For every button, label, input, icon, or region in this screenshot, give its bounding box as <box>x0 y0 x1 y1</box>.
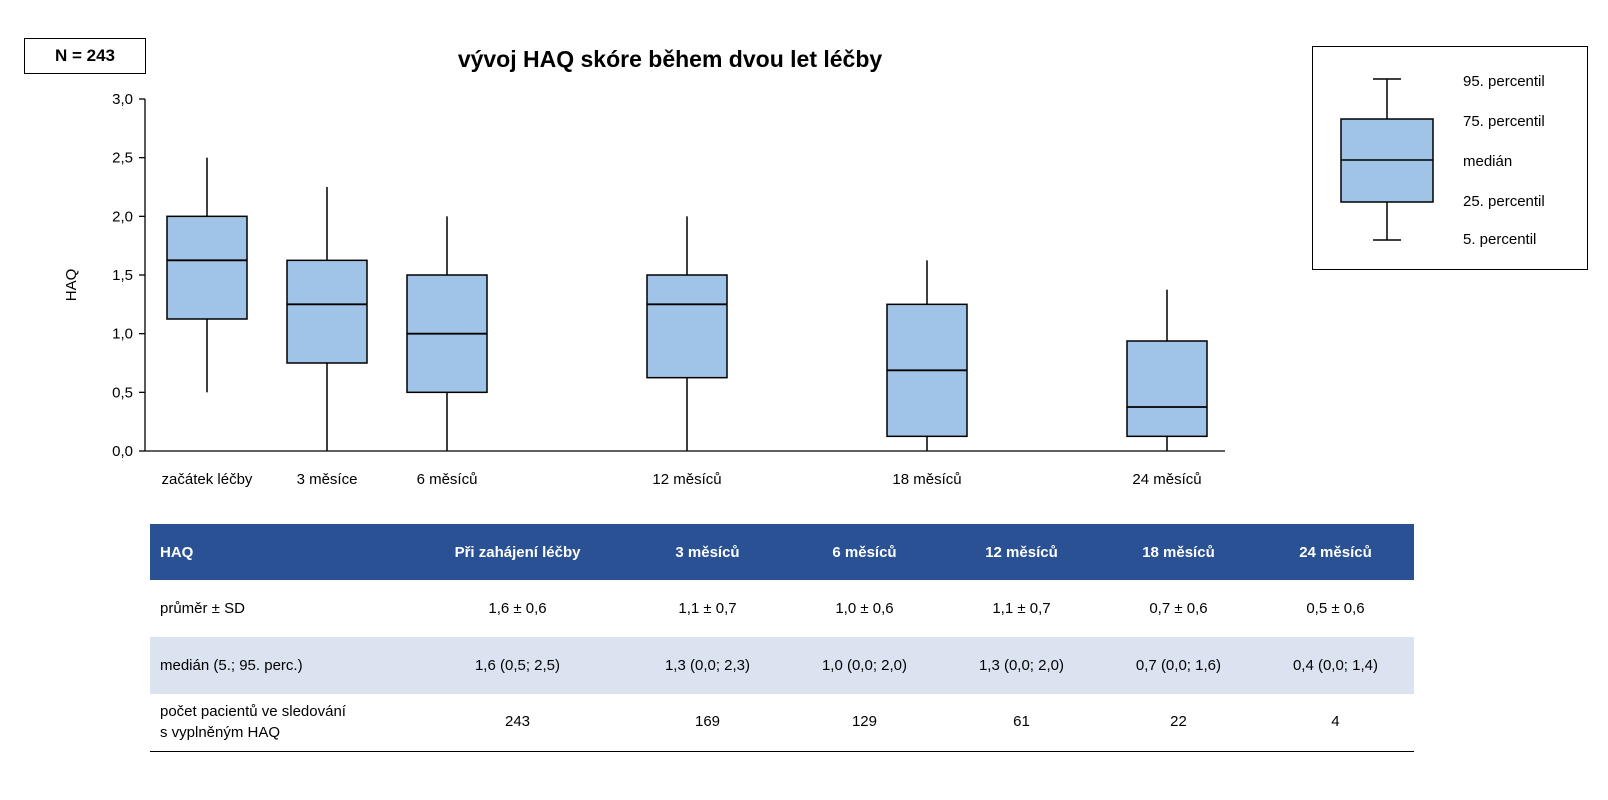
boxplot-chart: 0,0 0,5 1,0 1,5 2,0 2,5 3,0 HAQ začátek léčby 3 … <box>63 91 1225 488</box>
y-tick-label: 1,0 <box>112 326 133 343</box>
legend-p95-label: 95. percentil <box>1463 73 1545 90</box>
header-3m: 3 měsíců <box>629 524 786 580</box>
row-label: medián (5.; 95. perc.) <box>150 637 406 694</box>
y-tick-label: 0,5 <box>112 384 133 401</box>
box-iqr <box>646 274 728 379</box>
y-tick-label: 3,0 <box>112 91 133 108</box>
legend-p5-label: 5. percentil <box>1463 231 1537 248</box>
table-cell: 4 <box>1256 694 1414 752</box>
table-cell: 1,0 ± 0,6 <box>835 600 894 617</box>
table-cell: 0,5 ± 0,6 <box>1306 600 1365 617</box>
table-cell: 1,3 (0,0; 2,0) <box>942 637 1100 694</box>
y-tick-label: 2,0 <box>112 208 133 225</box>
chart-boxes <box>166 157 1208 451</box>
box-1 <box>286 187 368 451</box>
table-cell: 1,1 ± 0,7 <box>678 600 737 617</box>
legend-q3-label: 75. percentil <box>1463 113 1545 130</box>
table-header-row: HAQ Při zahájení léčby 3 měsíců 6 měsíců… <box>150 524 1414 580</box>
row-label: průměr ± SD <box>160 600 245 617</box>
table-row-count: počet pacientů ve sledování s vyplněným H… <box>150 694 1414 752</box>
x-tick-labels: začátek léčby 3 měsíce 6 měsíců 12 měsíců 18… <box>162 471 1202 488</box>
header-24m: 24 měsíců <box>1256 524 1414 580</box>
box-iqr <box>286 259 368 364</box>
row-label-line2: s vyplněným HAQ <box>160 723 281 741</box>
x-tick-label: 3 měsíce <box>297 471 358 488</box>
header-6m: 6 měsíců <box>786 524 943 580</box>
legend-box-glyph <box>1340 78 1434 241</box>
chart-axes: 0,0 0,5 1,0 1,5 2,0 2,5 3,0 HAQ <box>63 91 1225 460</box>
box-3 <box>646 216 728 451</box>
box-0 <box>166 157 248 393</box>
x-tick-label: 24 měsíců <box>1132 471 1201 488</box>
table-cell: 243 <box>406 694 630 752</box>
y-axis-title: HAQ <box>63 269 80 302</box>
table-cell: 169 <box>629 694 786 752</box>
header-haq: HAQ <box>150 524 406 580</box>
table-cell: 1,0 (0,0; 2,0) <box>786 637 943 694</box>
box-5 <box>1126 289 1208 451</box>
x-tick-label: začátek léčby <box>162 471 253 488</box>
legend: 95. percentil 75. percentil medián 25. p… <box>1312 46 1588 270</box>
box-4 <box>886 260 968 451</box>
stats-table: HAQ Při zahájení léčby 3 měsíců 6 měsíců… <box>150 524 1414 752</box>
table-row-mean: průměr ± SD 1,6 ± 0,6 1,1 ± 0,7 1,0 ± 0,… <box>150 580 1414 637</box>
header-start: Při zahájení léčby <box>406 524 630 580</box>
box-iqr <box>1126 340 1208 438</box>
table-cell: 22 <box>1099 694 1257 752</box>
row-label: počet pacientů ve sledování s vyplněným H… <box>150 694 406 752</box>
x-tick-label: 6 měsíců <box>417 471 478 488</box>
sample-size-box: N = 243 <box>24 38 146 74</box>
box-2 <box>406 216 488 451</box>
legend-median-label: medián <box>1463 153 1513 170</box>
table-cell: 129 <box>786 694 943 752</box>
y-tick-label: 2,5 <box>112 150 133 167</box>
table-cell: 0,7 ± 0,6 <box>1149 600 1208 617</box>
table-cell: 1,1 ± 0,7 <box>992 600 1051 617</box>
table-cell: 0,4 (0,0; 1,4) <box>1256 637 1414 694</box>
x-tick-label: 18 měsíců <box>892 471 961 488</box>
table-cell: 1,3 (0,0; 2,3) <box>629 637 786 694</box>
header-12m: 12 měsíců <box>942 524 1100 580</box>
table-cell: 1,6 (0,5; 2,5) <box>406 637 630 694</box>
y-tick-label: 0,0 <box>112 443 133 460</box>
table-row-median: medián (5.; 95. perc.) 1,6 (0,5; 2,5) 1,… <box>150 637 1414 694</box>
table-cell: 1,6 ± 0,6 <box>488 600 547 617</box>
table-cell: 0,7 (0,0; 1,6) <box>1099 637 1257 694</box>
header-18m: 18 měsíců <box>1099 524 1257 580</box>
legend-q1-label: 25. percentil <box>1463 193 1545 210</box>
chart-title: vývoj HAQ skóre během dvou let léčby <box>457 46 883 72</box>
x-tick-label: 12 měsíců <box>652 471 721 488</box>
box-iqr <box>166 215 248 320</box>
y-tick-label: 1,5 <box>112 267 133 284</box>
row-label-line1: počet pacientů ve sledování <box>160 703 346 721</box>
table-cell: 61 <box>942 694 1100 752</box>
